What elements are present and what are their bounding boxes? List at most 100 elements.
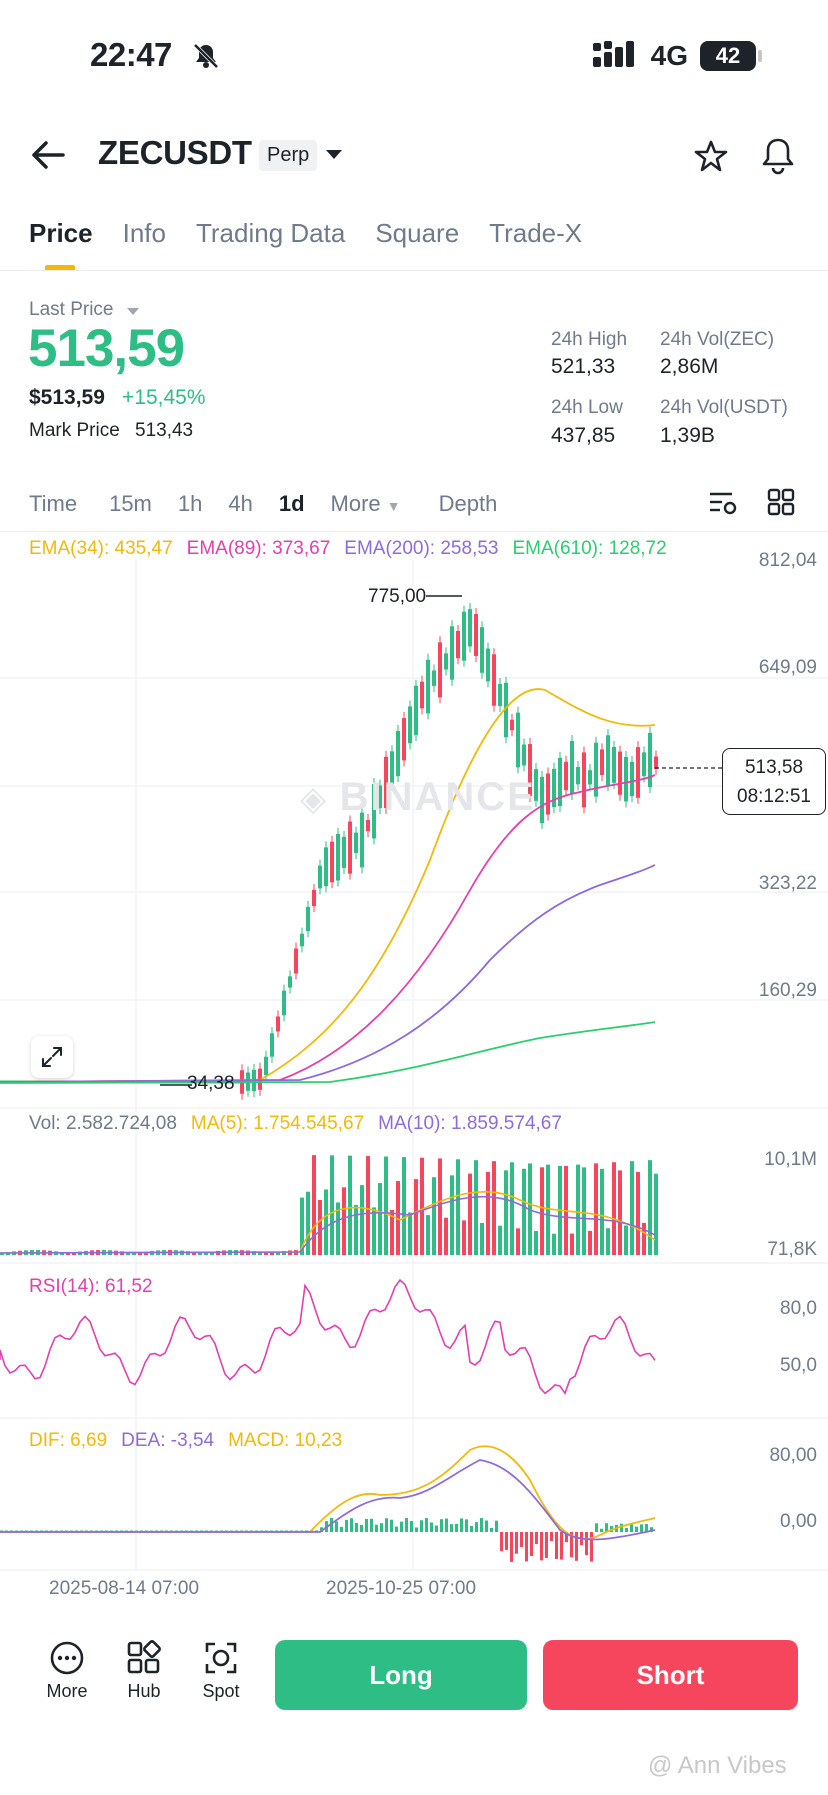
volume-bar: [624, 1225, 628, 1255]
volume-bar: [462, 1220, 466, 1255]
volume-bar: [72, 1252, 76, 1255]
candle-body: [630, 761, 634, 797]
high-label: 24h High: [551, 329, 628, 350]
candle-body: [516, 712, 520, 768]
macd-bar: [565, 1532, 568, 1543]
macd-bar: [600, 1528, 603, 1532]
interval-15m[interactable]: 15m: [109, 491, 152, 516]
candle-body: [264, 1056, 268, 1076]
volume-bar: [138, 1252, 142, 1255]
dif-line: [0, 1445, 656, 1540]
volume-bar: [654, 1173, 658, 1255]
tab-trading-data[interactable]: Trading Data: [195, 218, 346, 248]
interval-4h[interactable]: 4h: [228, 491, 253, 516]
macd-bar: [620, 1523, 623, 1532]
long-button[interactable]: Long: [275, 1640, 527, 1710]
interval-1h[interactable]: 1h: [177, 491, 203, 516]
candle-body: [318, 865, 322, 889]
volume-bar: [510, 1162, 514, 1255]
candle-body: [582, 752, 586, 808]
indicator-settings-icon[interactable]: [708, 488, 738, 523]
macd-bar: [625, 1527, 628, 1532]
macd-bar: [440, 1519, 443, 1532]
macd-bar: [535, 1532, 538, 1545]
candle-body: [324, 847, 328, 887]
macd-bar: [500, 1532, 503, 1552]
spot-button[interactable]: Spot: [191, 1640, 251, 1702]
tab-price[interactable]: Price: [29, 218, 93, 248]
interval-time[interactable]: Time: [29, 491, 78, 516]
volume-bar: [204, 1252, 208, 1255]
price-axis-1: 812,04: [758, 550, 817, 571]
ema-legend: EMA(34): 435,47 EMA(89): 373,67 EMA(200)…: [29, 538, 667, 560]
macd-bar: [375, 1524, 378, 1532]
candle-body: [456, 630, 460, 659]
candle-body: [510, 719, 514, 731]
volume-bar: [210, 1251, 214, 1255]
volume-bar: [516, 1228, 520, 1255]
short-button[interactable]: Short: [543, 1640, 798, 1710]
alert-bell-icon[interactable]: [761, 137, 795, 180]
macd-bar: [340, 1526, 343, 1532]
volume-bar: [492, 1161, 496, 1255]
candle-body: [588, 770, 592, 785]
interval-depth[interactable]: Depth: [438, 491, 498, 516]
macd-legend: DIF: 6,69 DEA: -3,54 MACD: 10,23: [29, 1430, 342, 1452]
symbol-title[interactable]: ZECUSDT: [98, 134, 252, 171]
interval-selector: Time 15m 1h 4h 1d More ▼ Depth: [29, 491, 497, 517]
candle-body: [570, 740, 574, 795]
current-price-box[interactable]: 513,58 08:12:51: [722, 748, 826, 815]
rsi-path: [0, 1278, 656, 1396]
macd-bar: [365, 1518, 368, 1532]
battery-icon: 42: [700, 41, 762, 71]
star-icon[interactable]: [694, 139, 728, 178]
fullscreen-icon[interactable]: [31, 1036, 73, 1078]
vol-ma5-line: [0, 1191, 656, 1254]
volume-bar: [396, 1181, 400, 1255]
macd-bar: [415, 1527, 418, 1532]
symbol-dropdown-icon[interactable]: [324, 148, 344, 167]
tab-info[interactable]: Info: [122, 218, 166, 248]
tab-trade-x[interactable]: Trade-X: [489, 218, 583, 248]
more-button[interactable]: More: [37, 1640, 97, 1702]
back-arrow-icon[interactable]: [30, 140, 66, 175]
layout-grid-icon[interactable]: [767, 488, 795, 521]
volume-bar: [372, 1207, 376, 1255]
low-value: 437,85: [551, 424, 616, 447]
active-tab-indicator: [45, 265, 75, 271]
price-chart[interactable]: [0, 560, 828, 1580]
candle-body: [426, 659, 430, 714]
hub-button[interactable]: Hub: [114, 1640, 174, 1702]
candle-body: [642, 752, 646, 777]
macd-bar: [445, 1518, 448, 1532]
candle-body: [282, 990, 286, 1016]
macd-bar: [335, 1521, 338, 1532]
macd-bar: [490, 1527, 493, 1532]
candle-body: [300, 933, 304, 947]
candle-body: [576, 767, 580, 785]
volume-bar: [444, 1217, 448, 1255]
interval-more-label: More: [330, 491, 381, 516]
candle-body: [594, 742, 598, 797]
contract-type-badge[interactable]: Perp: [259, 140, 318, 171]
macd-bar: [645, 1524, 648, 1532]
candle-body: [390, 751, 394, 785]
volume-bar: [414, 1179, 418, 1255]
tab-square[interactable]: Square: [375, 218, 460, 248]
last-price-label[interactable]: Last Price: [29, 299, 114, 320]
interval-divider: [0, 531, 828, 532]
vol-ma5-label: MA(5): 1.754.545,67: [190, 1113, 365, 1134]
candle-body: [546, 773, 550, 815]
date-axis-1: 2025-08-14 07:00: [49, 1578, 200, 1599]
volume-bar: [402, 1157, 406, 1255]
interval-more[interactable]: More ▼: [331, 491, 401, 517]
candle-body: [534, 769, 538, 801]
volume-bar: [582, 1167, 586, 1255]
vol-ma10-line: [0, 1195, 656, 1254]
last-price-dropdown-icon[interactable]: [126, 304, 140, 322]
candle-body: [270, 1033, 274, 1057]
macd-bar: [410, 1520, 413, 1532]
status-right: 4G 42: [592, 40, 762, 72]
macd-bar: [380, 1523, 383, 1532]
interval-1d[interactable]: 1d: [278, 491, 305, 516]
